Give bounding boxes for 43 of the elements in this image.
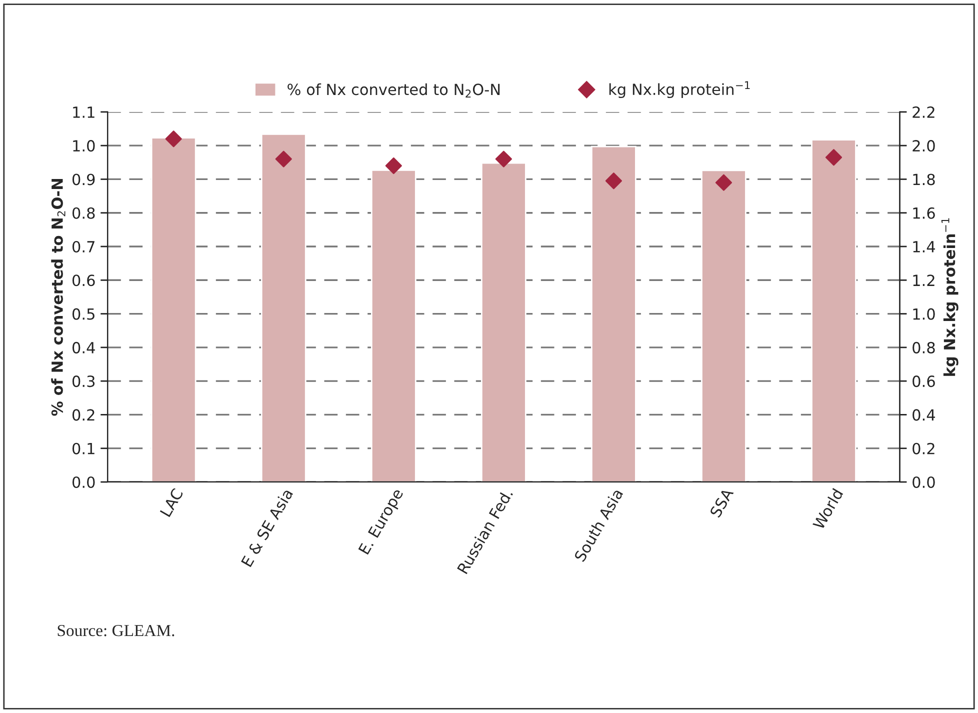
y-tick-label: 0.3 [72,376,95,388]
y-tick-label: 0.8 [72,207,95,219]
y-tick-label: 0.4 [72,342,95,354]
y2-tick-label: 1.0 [913,308,935,320]
bar [260,133,306,482]
y-axis-title: % of Nx converted to N$_{2}$O-N [51,179,66,416]
y2-tick-label: 0.6 [912,376,935,388]
y2-tick-label: 0.8 [912,342,935,354]
y-tick-label: 0.7 [72,240,94,253]
y-tick-label: 0.1 [72,442,94,454]
y2-tick-label: 0.4 [912,409,936,421]
y-tick-label: 0.0 [72,476,95,488]
bar [590,146,636,482]
y-tick-label: 0.5 [72,308,94,320]
y-tick-label: 0.2 [72,409,94,421]
bar [150,137,196,482]
point [275,150,292,168]
y-tick-label: 0.9 [72,174,95,186]
point [165,130,182,148]
y2-tick-label: 1.8 [913,174,935,186]
bar [701,170,746,482]
y-tick-label: 1.1 [73,106,94,118]
legend-label: kg Nx.kg protein$^{−1}$ [609,81,750,98]
legend-label: % of Nx converted to N$_{2}$O-N [288,83,500,98]
point [605,172,622,190]
y2-tick-label: 1.2 [913,274,934,286]
point [715,174,732,191]
y2-tick-label: 0.2 [912,442,934,454]
y2-axis-title: kg Nx.kg protein$^{−1}$ [941,218,958,376]
point [385,157,402,174]
source-note: Source: GLEAM. [58,624,174,636]
bar [811,139,856,482]
point [825,149,842,166]
bar [370,169,416,482]
y2-tick-label: 1.6 [913,207,935,219]
bar [480,162,526,482]
y-tick-label: 0.6 [72,274,95,286]
point [495,150,512,168]
y2-tick-label: 0.0 [912,476,935,488]
y2-tick-label: 2.0 [912,140,935,152]
y2-tick-label: 2.2 [912,106,934,118]
y-tick-label: 1.0 [73,140,95,152]
y2-tick-label: 1.4 [913,241,936,252]
